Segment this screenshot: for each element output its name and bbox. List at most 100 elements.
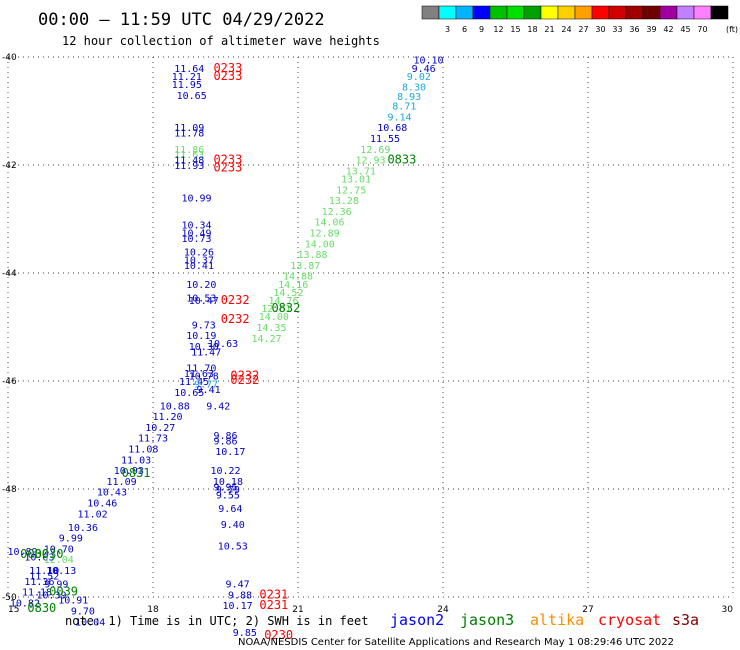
wave-height-value: 9.85 [233, 628, 257, 639]
chart-subtitle: 12 hour collection of altimeter wave hei… [62, 34, 380, 48]
wave-height-value: 10.41 [184, 261, 214, 272]
x-tick-label: 30 [722, 605, 734, 615]
satellite-legend: jason2 jason3 altika cryosat s3a [390, 611, 699, 629]
pass-time-label: 0232 [221, 293, 250, 307]
colorbar-swatch [625, 5, 644, 20]
colorbar-swatch [438, 5, 457, 20]
wave-height-value: 9.55 [216, 490, 240, 501]
wave-height-value: 10.19 [186, 331, 216, 342]
colorbar-swatch [506, 5, 525, 20]
wave-height-value: 13.28 [329, 196, 359, 207]
pass-time-label: 0231 [259, 587, 288, 601]
satellite-s3a: s3a [672, 611, 699, 629]
wave-height-value: 11.86 [174, 145, 204, 156]
wave-height-value: 10.73 [181, 234, 211, 245]
wave-height-value: 9.02 [407, 72, 431, 83]
satellite-altika: altika [530, 611, 584, 629]
chart-title: 00:00 – 11:59 UTC 04/29/2022 [38, 10, 325, 30]
colorbar-swatch [523, 5, 542, 20]
colorbar-swatch [642, 5, 661, 20]
wave-height-value: 10.10 [413, 56, 443, 67]
wave-height-value: 10.53 [218, 542, 248, 553]
wave-height-value: 14.35 [256, 323, 286, 334]
wave-height-value: 14.00 [305, 239, 335, 250]
wave-height-value: 8.93 [397, 92, 421, 103]
wave-height-value: 8.30 [402, 83, 426, 94]
satellite-jason2: jason2 [390, 611, 444, 629]
wave-height-value: 9.47 [226, 580, 250, 591]
wave-height-value: 10.34 [181, 220, 211, 231]
wave-height-value: 10.82 [10, 598, 40, 609]
x-tick-label: 24 [437, 605, 449, 615]
colorbar-label: 24 [561, 25, 571, 34]
pass-time-label: 0232 [221, 312, 250, 326]
wave-height-value: 9.41 [197, 385, 221, 396]
wave-height-value: 11.63 [174, 150, 204, 161]
pass-time-label: 0039 [49, 585, 78, 599]
colorbar-label: 36 [629, 25, 639, 34]
colorbar-label: 3 [445, 25, 450, 34]
colorbar-swatch [421, 5, 440, 20]
wave-height-value: 10.04 [75, 617, 105, 628]
colorbar-label: 6 [462, 25, 467, 34]
wave-height-value: 9.64 [218, 504, 242, 515]
y-tick-label: -50 [2, 593, 17, 603]
wave-height-value: 10.65 [174, 388, 204, 399]
wave-height-value: 9.73 [192, 320, 216, 331]
colorbar-swatch [489, 5, 508, 20]
pass-time-label: 0233 [213, 61, 242, 75]
wave-height-value: 10.63 [24, 553, 54, 564]
wave-height-value: 14.88 [283, 272, 313, 283]
wave-height-value: 11.93 [174, 161, 204, 172]
wave-height-value: 10.68 [377, 123, 407, 134]
wave-height-value: 13.71 [346, 166, 376, 177]
colorbar-label: 9 [479, 25, 484, 34]
wave-height-value: 10.27 [145, 423, 175, 434]
y-tick-label: -46 [2, 377, 17, 387]
wave-height-value: 11.48 [174, 156, 204, 167]
wave-height-value: 11.63 [184, 369, 214, 380]
colorbar-swatch [676, 5, 695, 20]
colorbar-swatch [540, 5, 559, 20]
color-scale-legend: 3 6 9 12 15 18 21 24 27 30 33 36 39 42 45 70 (ft) [421, 5, 738, 34]
wave-height-value: 10.37 [184, 256, 214, 267]
colorbar-label: 45 [680, 25, 690, 34]
wave-height-value: 10.36 [68, 523, 98, 534]
wave-height-value: 14.52 [273, 288, 303, 299]
wave-height-value: 10.78 [189, 372, 219, 383]
colorbar-swatch [710, 5, 729, 20]
pass-time-label: 0230 [264, 628, 293, 642]
colorbar-swatch [659, 5, 678, 20]
wave-height-value: 14.27 [252, 334, 282, 345]
wave-height-value: 12.61 [261, 304, 291, 315]
wave-height-value: 14.16 [278, 280, 308, 291]
wave-height-value: 12.75 [336, 185, 366, 196]
wave-height-value: 11.70 [186, 364, 216, 375]
colorbar-swatch [591, 5, 610, 20]
colorbar-label: 12 [493, 25, 503, 34]
y-tick-label: -42 [2, 161, 17, 171]
wave-height-value: 11.21 [172, 72, 202, 83]
wave-height-value: 10.43 [97, 488, 127, 499]
satellite-cryosat: cryosat [598, 611, 661, 629]
wave-height-value: 12.04 [44, 555, 74, 566]
wave-height-value: 8.71 [392, 102, 416, 113]
y-tick-label: -48 [2, 485, 17, 495]
x-tick-label: 27 [582, 605, 593, 615]
footer-credit: NOAA/NESDIS Center for Satellite Applica… [238, 637, 674, 648]
wave-height-value: 11.55 [370, 134, 400, 145]
colorbar-label: 18 [527, 25, 537, 34]
wave-height-value: 10.89 [7, 547, 37, 558]
pass-time-label: 0233 [213, 69, 242, 83]
pass-time-label: 0833 [387, 153, 416, 167]
wave-height-value: 11.09 [174, 123, 204, 134]
wave-height-value: 10.70 [44, 544, 74, 555]
satellite-jason3: jason3 [460, 611, 514, 629]
x-tick-label: 18 [147, 605, 159, 615]
pass-time-label: 0831 [122, 466, 151, 480]
data-points: 10.109.469.028.308.938.719.1410.6811.551… [7, 56, 443, 639]
wave-height-value: 10.17 [215, 447, 245, 458]
wave-height-value: 11.64 [174, 64, 204, 75]
wave-height-value: 9.99 [59, 534, 83, 545]
